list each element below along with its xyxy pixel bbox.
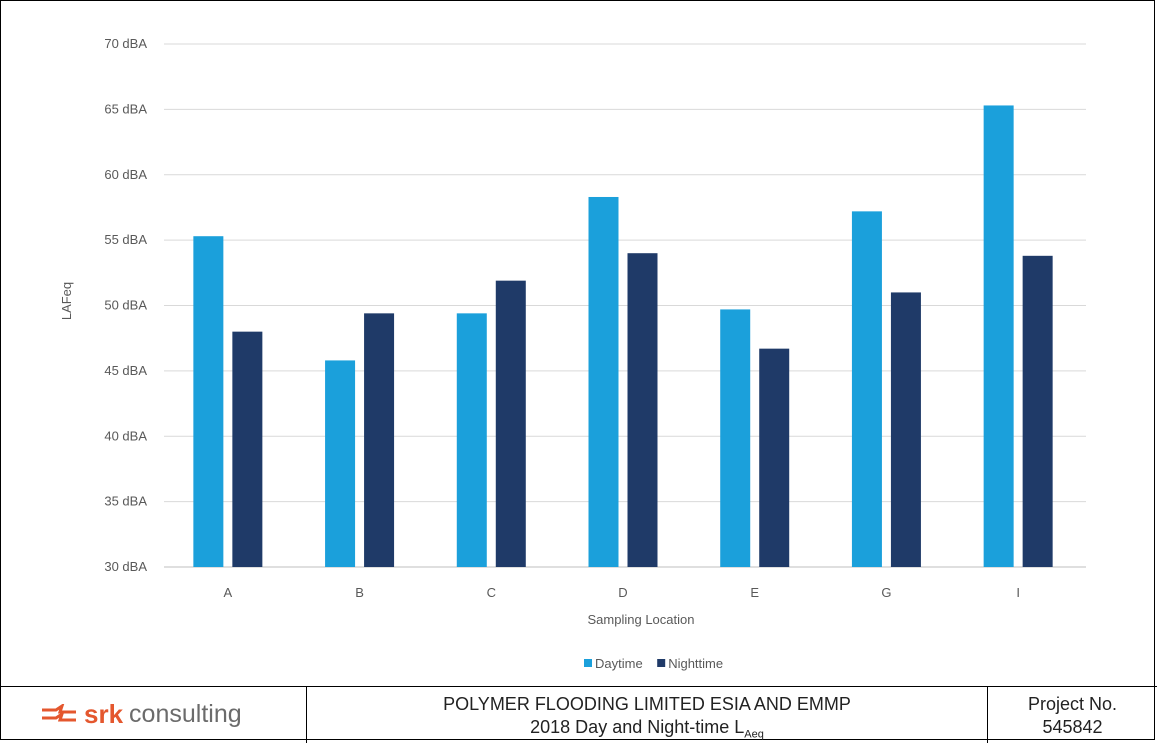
gridlines xyxy=(164,43,1086,568)
x-tick-label: G xyxy=(881,585,891,600)
bar-nighttime-i xyxy=(1022,255,1053,567)
legend: Daytime Nighttime xyxy=(584,656,723,671)
bar-nighttime-b xyxy=(364,313,395,567)
project-number-cell: Project No. 545842 xyxy=(988,687,1157,743)
bar-daytime-i xyxy=(983,105,1014,567)
document-title-line1: POLYMER FLOODING LIMITED ESIA AND EMMP xyxy=(443,694,851,714)
y-tick-label: 35 dBA xyxy=(104,494,147,509)
document-title-line2-subscript: Aeq xyxy=(744,728,764,741)
bar-daytime-c xyxy=(456,313,487,567)
bar-daytime-b xyxy=(325,360,356,567)
logo-word: srk xyxy=(84,699,124,729)
x-axis-title: Sampling Location xyxy=(588,612,695,627)
x-tick-label: A xyxy=(224,585,233,600)
project-number: 545842 xyxy=(1042,717,1103,737)
y-tick-label: 30 dBA xyxy=(104,559,147,574)
legend-swatch xyxy=(657,659,666,667)
bar-chart: 30 dBA 35 dBA 40 dBA 45 dBA 50 dBA 55 dBA 60 d… xyxy=(59,36,1086,671)
logo-subtext: consulting xyxy=(129,700,242,728)
x-tick-label: D xyxy=(618,585,627,600)
document-title-cell: POLYMER FLOODING LIMITED ESIA AND EMMP 2… xyxy=(307,687,988,743)
y-tick-label: 45 dBA xyxy=(104,363,147,378)
y-tick-label: 60 dBA xyxy=(104,167,147,182)
bar-daytime-e xyxy=(720,309,751,567)
legend-label: Daytime xyxy=(595,656,643,671)
x-tick-label: B xyxy=(355,585,364,600)
legend-swatch xyxy=(584,659,592,667)
document-title-line2-main: 2018 Day and Night-time L xyxy=(530,717,745,737)
x-tick-label: E xyxy=(750,585,759,600)
bar-daytime-g xyxy=(851,211,882,568)
bar-daytime-a xyxy=(193,236,224,567)
y-axis-title: LAFeq xyxy=(59,282,74,320)
y-tick-label: 55 dBA xyxy=(104,232,147,247)
srk-logo: srk consulting xyxy=(40,699,242,730)
bar-nighttime-g xyxy=(890,292,921,567)
legend-label: Nighttime xyxy=(668,656,723,671)
y-tick-label: 70 dBA xyxy=(104,36,147,51)
y-tick-label: 65 dBA xyxy=(104,101,147,116)
project-label: Project No. xyxy=(1027,694,1118,714)
document-footer: srk consulting POLYMER FLOODING LIMITED … xyxy=(0,686,1157,743)
bar-nighttime-a xyxy=(232,331,263,567)
bar-nighttime-c xyxy=(495,280,526,567)
srk-logo-icon xyxy=(42,703,76,721)
document-title-line2: 2018 Day and Night-time LAeq xyxy=(307,716,987,747)
logo-cell: srk consulting xyxy=(0,687,307,743)
x-tick-label: C xyxy=(487,585,496,600)
x-tick-label: I xyxy=(1016,585,1020,600)
bars xyxy=(193,105,1053,568)
y-tick-label: 40 dBA xyxy=(104,428,147,443)
bar-daytime-d xyxy=(588,196,619,568)
bar-nighttime-e xyxy=(759,348,790,567)
bar-nighttime-d xyxy=(627,253,658,567)
y-tick-label: 50 dBA xyxy=(104,298,147,313)
y-axis-ticks: 30 dBA 35 dBA 40 dBA 45 dBA 50 dBA 55 dBA 60 d… xyxy=(104,36,147,574)
